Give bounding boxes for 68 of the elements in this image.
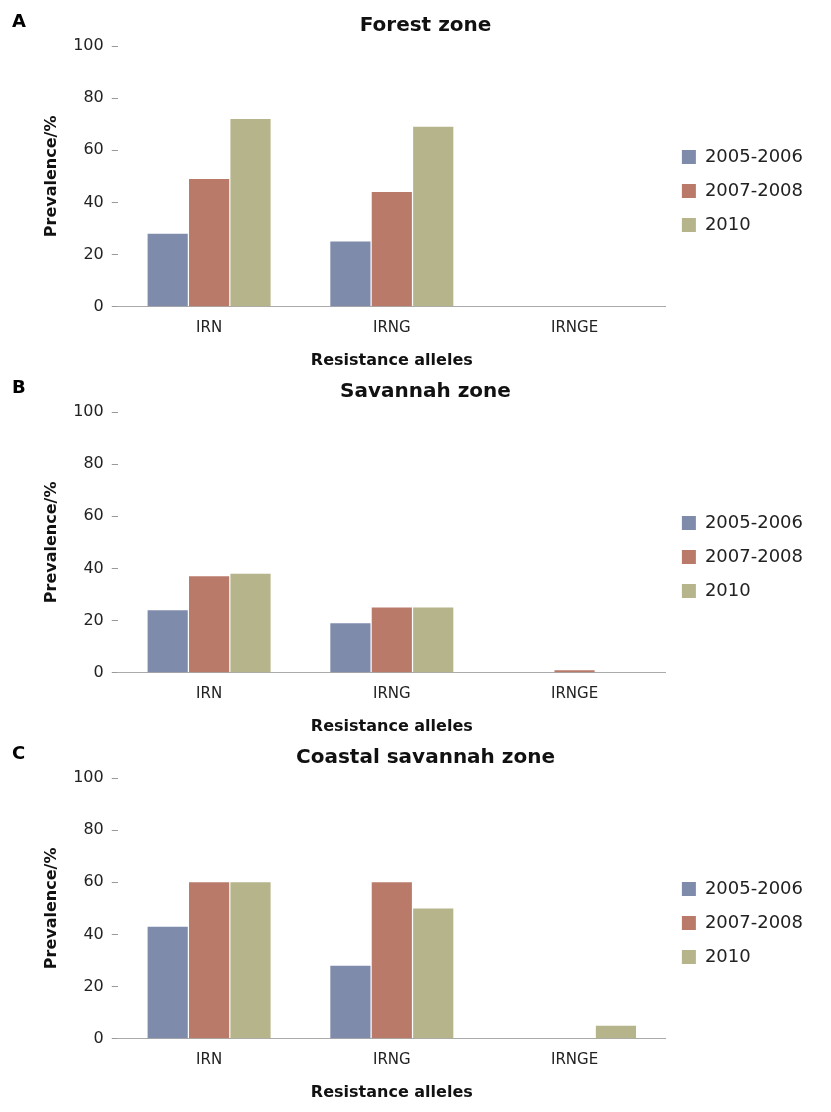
legend-label: 2007-2008 [704, 178, 804, 200]
y-tick-label: 20 [83, 609, 104, 629]
legend-label: 2010 [704, 944, 751, 966]
legend-label: 2007-2008 [704, 544, 804, 566]
y-tick-label: 20 [83, 243, 104, 263]
bar [371, 882, 412, 1039]
bar [371, 607, 412, 673]
bar [147, 610, 188, 673]
legend-label: 2005-2006 [704, 144, 804, 166]
chart-title: Forest zone [359, 12, 492, 37]
bar [413, 607, 454, 673]
x-tick-label: IRNGE [550, 317, 599, 336]
x-axis-title: Resistance alleles [310, 1081, 473, 1101]
x-axis-title: Resistance alleles [310, 349, 473, 369]
legend-label: 2010 [704, 212, 751, 234]
x-tick-label: IRNG [372, 1049, 411, 1068]
y-tick-label: 60 [83, 871, 104, 891]
x-tick-label: IRNG [372, 683, 411, 702]
y-tick-label: 100 [73, 401, 104, 421]
y-tick-label: 100 [73, 35, 104, 55]
y-tick-label: 80 [83, 453, 104, 473]
chart-title: Savannah zone [340, 378, 511, 403]
bar [330, 965, 371, 1039]
y-tick-label: 40 [83, 191, 104, 211]
y-tick-label: 60 [83, 139, 104, 159]
x-axis-title: Resistance alleles [310, 715, 473, 735]
y-axis-title: Prevalence/% [40, 115, 60, 238]
legend-label: 2010 [704, 578, 751, 600]
bar [147, 926, 188, 1039]
bar [189, 179, 230, 307]
bar [413, 908, 454, 1039]
text: B [12, 376, 26, 397]
y-tick-label: 0 [93, 661, 104, 681]
text: A [12, 10, 26, 31]
y-tick-label: 80 [83, 87, 104, 107]
legend-label: 2005-2006 [704, 510, 804, 532]
y-axis-title: Prevalence/% [40, 481, 60, 604]
y-tick-label: 60 [83, 505, 104, 525]
y-tick-label: 20 [83, 975, 104, 995]
bar [371, 192, 412, 307]
legend-label: 2007-2008 [704, 910, 804, 932]
y-tick-label: 40 [83, 557, 104, 577]
x-tick-label: IRN [196, 683, 223, 702]
x-tick-label: IRNGE [550, 683, 599, 702]
y-tick-label: 80 [83, 819, 104, 839]
bar [330, 623, 371, 673]
bar [230, 882, 271, 1039]
bar [413, 126, 454, 307]
y-tick-label: 100 [73, 767, 104, 787]
x-tick-label: IRN [196, 1049, 223, 1068]
bar [595, 1025, 637, 1039]
bar [189, 882, 230, 1039]
x-tick-label: IRNGE [550, 1049, 599, 1068]
x-tick-label: IRN [196, 317, 223, 336]
bar [230, 119, 271, 307]
y-tick-label: 0 [93, 295, 104, 315]
bar [554, 670, 595, 673]
legend-label: 2005-2006 [704, 876, 804, 898]
y-axis-title: Prevalence/% [40, 847, 60, 970]
y-tick-label: 0 [93, 1027, 104, 1047]
bar [147, 233, 188, 307]
bar [330, 241, 371, 307]
bar [189, 576, 230, 673]
bar [230, 573, 271, 673]
y-tick-label: 40 [83, 923, 104, 943]
text: C [12, 742, 26, 763]
x-tick-label: IRNG [372, 317, 411, 336]
chart-title: Coastal savannah zone [296, 744, 555, 769]
